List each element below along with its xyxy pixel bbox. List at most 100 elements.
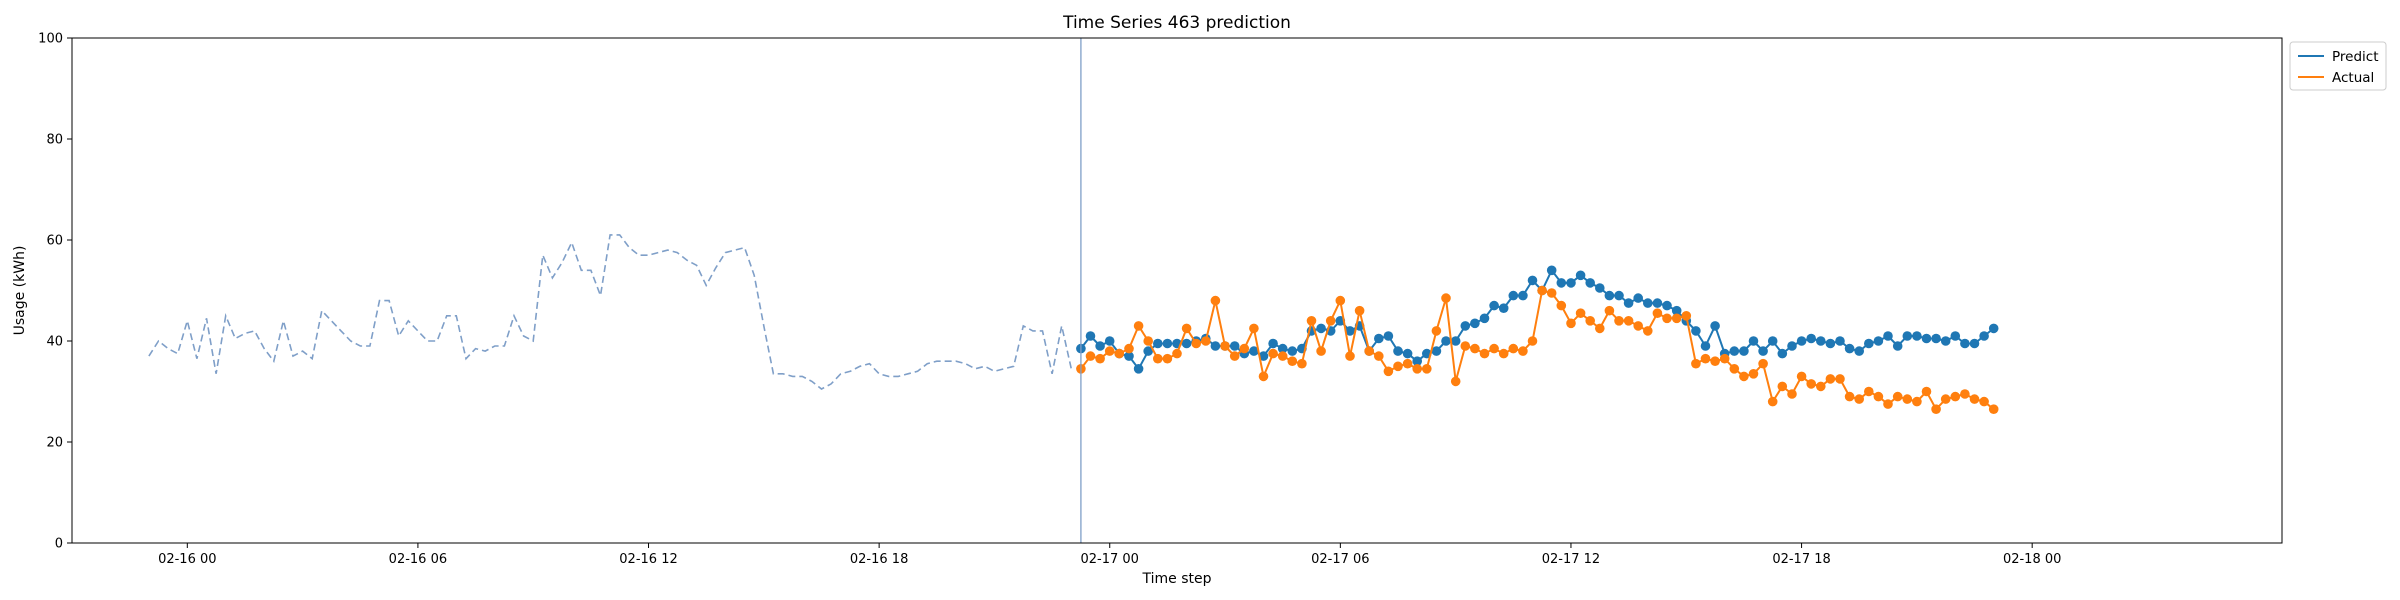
data-point-predict (1566, 278, 1576, 288)
data-point-actual (1854, 394, 1864, 404)
data-point-predict (1181, 338, 1192, 349)
data-point-actual (1335, 295, 1346, 306)
data-point-actual (1604, 305, 1615, 316)
history-series (148, 234, 1073, 390)
data-point-predict (1969, 338, 1980, 349)
y-axis: 0 20 40 60 80 100 (38, 32, 72, 552)
data-point-actual (1441, 293, 1451, 303)
y-tick-label: 100 (38, 32, 63, 47)
data-point-actual (1258, 371, 1269, 382)
data-point-predict (1729, 346, 1740, 356)
data-point-actual (1114, 348, 1125, 359)
y-axis-label: Usage (kWh) (12, 246, 28, 336)
series-actual (1076, 285, 1999, 415)
data-point-actual (1277, 351, 1288, 361)
data-point-actual (1883, 399, 1893, 409)
x-axis-label: Time step (1142, 571, 1212, 587)
data-point-actual (1825, 374, 1836, 384)
data-point-predict (1085, 331, 1096, 341)
legend: Predict Actual (2289, 41, 2387, 91)
data-point-actual (1623, 316, 1634, 326)
data-point-actual (1460, 341, 1471, 351)
data-point-actual (1940, 394, 1951, 404)
data-point-predict (1662, 300, 1672, 311)
data-point-predict (1287, 346, 1298, 356)
data-point-actual (1220, 341, 1230, 351)
data-point-actual (1652, 308, 1663, 319)
x-tick-label: 02-17 12 (1542, 552, 1600, 567)
data-point-actual (1210, 295, 1221, 306)
x-tick-label: 02-17 18 (1772, 552, 1830, 567)
data-point-predict (1604, 290, 1615, 301)
data-point-actual (1239, 343, 1250, 354)
data-point-predict (1931, 333, 1941, 344)
data-point-predict (1892, 341, 1903, 351)
data-point-predict (1508, 290, 1519, 301)
data-point-actual (1422, 364, 1432, 374)
data-point-predict (1095, 341, 1105, 351)
data-point-actual (1287, 356, 1298, 367)
data-point-actual (1412, 364, 1422, 374)
data-point-actual (1374, 351, 1384, 361)
data-point-predict (1700, 341, 1711, 351)
data-point-actual (1470, 343, 1480, 354)
data-point-actual (1595, 323, 1605, 334)
y-tick-label: 60 (46, 234, 63, 249)
data-point-actual (1393, 361, 1403, 372)
data-point-predict (1450, 336, 1461, 346)
data-point-predict (1412, 356, 1422, 367)
data-point-actual (1585, 316, 1595, 326)
data-point-predict (1133, 364, 1144, 374)
data-point-predict (1104, 336, 1115, 346)
y-tick-label: 0 (55, 537, 63, 552)
data-point-actual (1546, 288, 1557, 298)
data-point-predict (1864, 338, 1874, 349)
data-point-actual (1700, 353, 1711, 364)
data-point-actual (1912, 396, 1922, 407)
data-point-actual (1172, 348, 1182, 359)
data-point-predict (1652, 298, 1663, 308)
data-point-actual (1316, 346, 1326, 356)
data-point-actual (1095, 353, 1105, 364)
data-point-predict (1614, 290, 1624, 301)
data-point-actual (1566, 318, 1576, 329)
data-point-predict (1460, 321, 1471, 331)
data-point-predict (1402, 348, 1413, 359)
data-point-predict (1739, 346, 1749, 356)
data-point-actual (1162, 353, 1173, 364)
x-tick-label: 02-17 06 (1311, 552, 1369, 567)
data-point-predict (1806, 333, 1816, 344)
data-point-predict (1710, 321, 1720, 331)
chart-title: Time Series 463 prediction (1062, 13, 1291, 33)
data-point-predict (1825, 338, 1836, 349)
data-point-actual (1229, 351, 1240, 361)
data-point-actual (1153, 353, 1163, 364)
data-point-actual (1527, 336, 1538, 346)
data-point-predict (1585, 278, 1595, 288)
y-tick-label: 20 (46, 436, 63, 451)
data-point-actual (1181, 323, 1192, 334)
data-point-actual (1864, 386, 1874, 397)
y-tick-label: 80 (46, 133, 63, 148)
data-point-predict (1210, 341, 1221, 351)
data-point-predict (1153, 338, 1163, 349)
data-point-predict (1921, 333, 1932, 344)
data-point-actual (1729, 364, 1740, 374)
data-point-actual (1950, 391, 1961, 402)
data-point-actual (1902, 394, 1913, 404)
data-point-predict (1498, 303, 1509, 314)
data-point-actual (1354, 305, 1365, 316)
data-point-predict (1268, 338, 1278, 349)
data-point-actual (1104, 346, 1115, 356)
data-point-predict (1258, 351, 1269, 361)
data-point-predict (1748, 336, 1759, 346)
data-point-actual (1835, 374, 1845, 384)
data-point-actual (1643, 326, 1653, 336)
data-point-predict (1479, 313, 1490, 324)
data-point-predict (1816, 336, 1826, 346)
x-tick-label: 02-16 00 (158, 552, 216, 567)
data-point-predict (1556, 278, 1567, 288)
data-point-actual (1931, 404, 1941, 415)
data-point-predict (1277, 343, 1288, 354)
